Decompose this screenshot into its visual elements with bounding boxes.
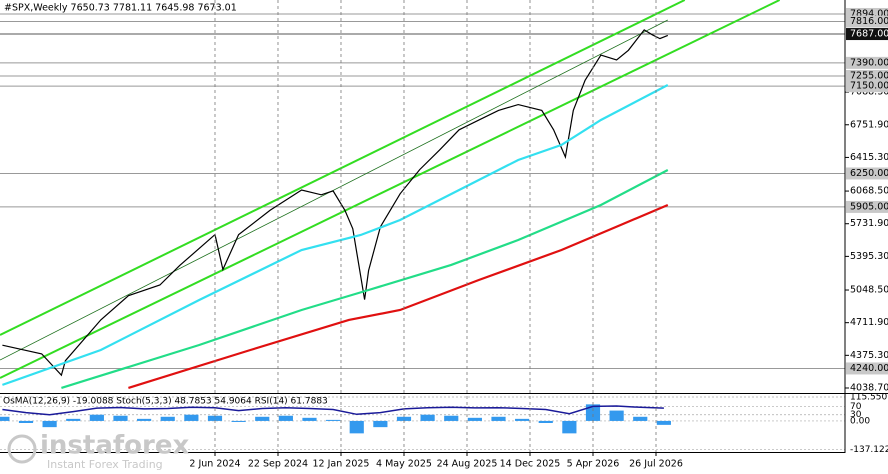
osma-bar [515,418,530,421]
price-pane [0,0,845,389]
x-tick-label: 4 May 2025 [376,459,432,470]
watermark-brand: instaforex [40,431,190,461]
x-tick-label: 22 Sep 2024 [248,459,308,470]
level-box [846,7,888,20]
trend-line [0,0,686,336]
level-label: 7894.00 [850,8,888,19]
level-label: 4240.00 [850,363,888,374]
y-tick-label: 5395.30 [850,251,888,262]
osma-bar [42,420,57,428]
level-box [846,56,888,69]
osma-bar [278,415,293,421]
y-tick-label: 6068.50 [850,186,888,197]
level-box [846,69,888,82]
osc-tick-label: 30 [850,410,862,420]
level-label: 7687.00 [850,29,888,40]
osma-bar [326,419,341,421]
y-tick-label: 4038.70 [850,382,888,393]
osma-bar [89,414,104,421]
osc-tick-label: 70 [850,402,862,412]
x-tick-label: 2 Jun 2024 [189,459,240,470]
osma-bar [609,410,624,421]
level-label: 6250.00 [850,168,888,179]
trend-line [0,0,781,379]
watermark-logo [7,434,37,464]
osma-bar [18,420,34,423]
osma-bar [467,417,482,421]
x-tick-label: 12 Jan 2025 [313,459,370,470]
osma-bar [349,420,364,434]
osma-bar [396,416,412,421]
osma-bar [0,416,10,421]
x-tick-label: 5 Apr 2026 [567,459,620,470]
y-tick-label: 5731.90 [850,218,888,229]
level-box [846,167,888,180]
osma-bar [255,416,270,421]
oscillator-pane [0,396,845,450]
level-label: 7816.00 [850,16,888,27]
osma-bar [184,414,199,421]
level-label: 7255.00 [850,70,888,81]
y-tick-label: 6751.90 [850,119,888,130]
oscillator-title: OsMA(12,26,9) -19.0088 Stoch(5,3,3) 48.7… [3,397,328,407]
chart-title: #SPX,Weekly 7650.73 7781.11 7645.98 7673… [4,3,237,14]
osma-bar [538,420,553,423]
osma-bar [562,420,577,434]
watermark-tagline: Instant Forex Trading [47,458,163,471]
osma-bar [444,415,459,421]
level-box [846,15,888,28]
osc-tick-label: 115.5501 [850,392,888,402]
osma-bar [633,416,648,421]
moving-average [2,84,669,386]
osma-bar [420,414,435,421]
osma-bar [207,415,223,421]
level-box [846,80,888,93]
moving-average [61,169,669,389]
y-tick-label: 4711.90 [850,317,888,328]
level-label: 7390.00 [850,57,888,68]
moving-average [128,203,669,389]
osma-bar [231,420,246,422]
osma-bar [137,418,152,421]
level-label: 5905.00 [850,201,888,212]
rsi-line [2,405,664,416]
osma-bar [302,417,317,421]
y-tick-label: 6415.30 [850,152,888,163]
y-tick-label: 4375.30 [850,350,888,361]
osc-tick-label: 0.00 [850,416,870,426]
osma-bar [160,416,175,421]
osma-bar [66,418,81,421]
osma-bar [656,420,671,425]
osma-bar [491,416,506,421]
x-tick-label: 26 Jul 2026 [629,459,683,470]
level-box [846,28,888,41]
axes: 2 Jun 2024 22 Sep 2024 12 Jan 2025 4 May 20… [189,0,888,470]
level-label: 7150.00 [850,81,888,92]
watermark: instaforex Instant Forex Trading [7,431,190,471]
osma-bar [585,404,601,421]
level-box [846,200,888,213]
trend-line [0,19,668,361]
y-tick-label: 5048.50 [850,285,888,296]
osma-bar [113,415,128,421]
x-tick-label: 14 Dec 2025 [500,459,561,470]
osma-bar [373,420,388,428]
level-box [846,362,888,375]
osc-tick-label: -137.1221 [850,445,888,455]
x-tick-label: 24 Aug 2025 [437,459,498,470]
